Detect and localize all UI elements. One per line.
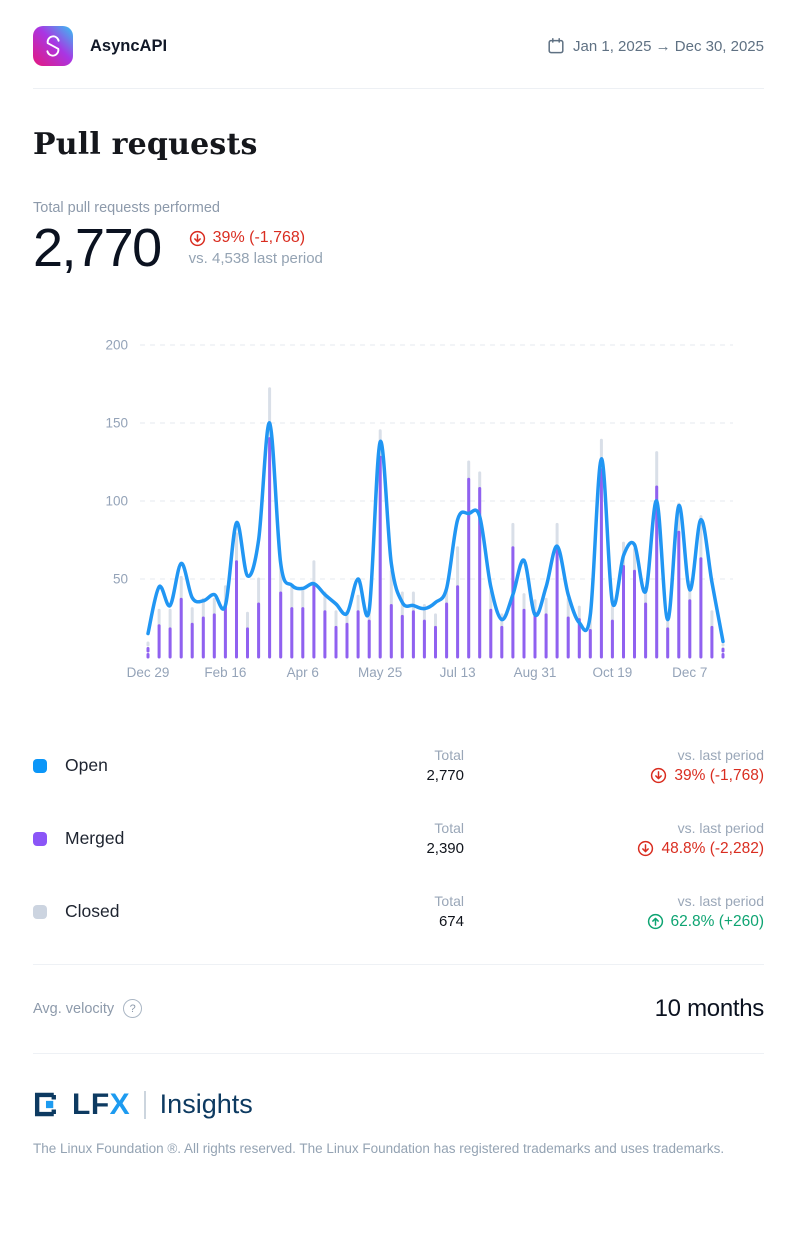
lfx-bracket-icon (34, 1092, 56, 1117)
open-swatch (33, 758, 47, 773)
closed-swatch (33, 904, 47, 919)
pr-chart: 50 100 150 200 Dec 29 Feb 16 Apr 6 May 25 Jul 13… (105, 337, 733, 680)
total-label: Total (434, 747, 464, 764)
asyncapi-logo-icon (33, 26, 73, 66)
legend-row-merged[interactable]: Merged Total 2,390 vs. last period 48.8%… (33, 807, 764, 871)
pull-requests-chart-container: 50 100 150 200 Dec 29 Feb 16 Apr 6 May 25 Jul 13… (33, 321, 764, 686)
svg-text:Apr 6: Apr 6 (287, 665, 319, 680)
merged-total: 2,390 (426, 840, 464, 858)
vs-last-period-label: vs. last period (677, 746, 764, 763)
stat-value: 2,770 (33, 218, 162, 278)
lfx-product-name: Insights (159, 1089, 253, 1120)
arrow-down-circle-icon (638, 841, 654, 857)
svg-text:Dec 29: Dec 29 (127, 665, 170, 680)
date-range-label: Jan 1, 2025 → Dec 30, 2025 (573, 37, 764, 55)
svg-text:Jul 13: Jul 13 (440, 665, 476, 680)
vs-last-period-label: vs. last period (677, 892, 764, 909)
legend-name-closed: Closed (65, 901, 120, 922)
page-title: Pull requests (33, 127, 258, 162)
legend-row-closed[interactable]: Closed Total 674 vs. last period 62.8% (… (33, 880, 764, 944)
date-range-picker[interactable]: Jan 1, 2025 → Dec 30, 2025 (547, 37, 764, 55)
svg-text:May 25: May 25 (358, 665, 402, 680)
stat-vs-text: vs. 4,538 last period (188, 250, 323, 268)
avg-velocity-row: Avg. velocity ? 10 months (33, 963, 765, 1054)
footer: LFX Insights The Linux Foundation ®. All… (33, 1054, 764, 1190)
stat-change: 39% (-1,768) vs. 4,538 last period (189, 229, 323, 267)
arrow-down-circle-icon (189, 230, 205, 246)
lfx-lf-text: LF (72, 1087, 110, 1121)
avg-velocity-value: 10 months (654, 994, 765, 1022)
open-total: 2,770 (426, 767, 464, 785)
open-change: 39% (-1,768) (650, 767, 764, 785)
lfx-insights-logo[interactable]: LFX Insights (33, 1087, 764, 1121)
svg-text:Feb 16: Feb 16 (204, 665, 246, 680)
copyright-text: The Linux Foundation ®. All rights reser… (33, 1140, 725, 1156)
legend: Open Total 2,770 vs. last period 39% (-1… (33, 734, 764, 944)
arrow-up-circle-icon (647, 914, 663, 930)
closed-total: 674 (438, 913, 464, 931)
stat-label: Total pull requests performed (33, 200, 220, 216)
svg-text:150: 150 (105, 415, 128, 430)
vs-last-period-label: vs. last period (677, 819, 764, 836)
svg-text:Oct 19: Oct 19 (593, 665, 633, 680)
project-name: AsyncAPI (90, 36, 168, 55)
svg-text:Aug 31: Aug 31 (514, 665, 557, 680)
project-brand: AsyncAPI (33, 26, 167, 66)
avg-velocity-label: Avg. velocity (33, 1000, 115, 1017)
legend-name-open: Open (65, 755, 108, 776)
svg-text:Dec 7: Dec 7 (672, 665, 707, 680)
arrow-down-circle-icon (651, 768, 667, 784)
merged-change: 48.8% (-2,282) (637, 840, 764, 858)
legend-name-merged: Merged (65, 828, 125, 849)
merged-swatch (33, 831, 47, 846)
stat-row: 2,770 39% (-1,768) vs. 4,538 last period (33, 220, 764, 277)
closed-change: 62.8% (+260) (647, 913, 764, 931)
total-label: Total (434, 820, 464, 837)
legend-row-open[interactable]: Open Total 2,770 vs. last period 39% (-1… (33, 734, 764, 798)
svg-text:200: 200 (105, 337, 128, 352)
svg-text:50: 50 (113, 571, 128, 586)
stat-change-text: 39% (-1,768) (212, 229, 306, 247)
lfx-x-text: X (109, 1087, 131, 1121)
total-label: Total (434, 893, 464, 910)
stat-change-line: 39% (-1,768) (189, 229, 323, 247)
calendar-icon (548, 38, 564, 54)
header: AsyncAPI Jan 1, 2025 → Dec 30, 2025 (33, 0, 764, 89)
logo-divider (144, 1090, 146, 1119)
svg-text:100: 100 (105, 493, 128, 508)
help-icon[interactable]: ? (123, 999, 143, 1019)
